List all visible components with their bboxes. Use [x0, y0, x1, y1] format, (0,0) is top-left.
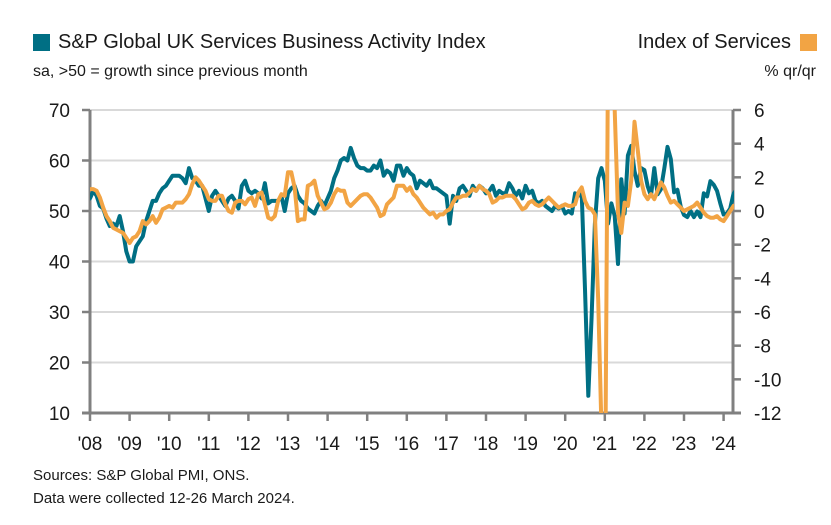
series-line-index-of-services: [90, 110, 734, 413]
right-axis-tick-label: 2: [754, 168, 765, 189]
x-axis-tick-label: '08: [78, 434, 103, 455]
right-axis-tick-label: -10: [754, 370, 781, 391]
x-axis-tick-label: '17: [434, 434, 459, 455]
x-axis-tick-label: '14: [315, 434, 340, 455]
right-axis-tick-label: 6: [754, 101, 765, 122]
x-axis-tick-label: '18: [474, 434, 499, 455]
series-lines: [90, 110, 734, 413]
right-axis-tick-label: 4: [754, 135, 765, 156]
axes: [82, 108, 741, 421]
left-axis-tick-label: 70: [49, 101, 70, 122]
left-axis-subtitle: sa, >50 = growth since previous month: [33, 63, 308, 80]
legend-swatch-ios: [800, 34, 817, 51]
x-axis-tick-label: '15: [355, 434, 380, 455]
right-axis-tick-label: -8: [754, 337, 771, 358]
x-axis-tick-label: '23: [672, 434, 697, 455]
left-axis-tick-label: 20: [49, 354, 70, 375]
right-axis-tick-label: -12: [754, 404, 781, 425]
x-axis-tick-label: '22: [632, 434, 657, 455]
x-axis-tick-label: '19: [513, 434, 538, 455]
left-axis-tick-label: 50: [49, 202, 70, 223]
x-axis-tick-label: '21: [592, 434, 617, 455]
series-line-pmi: [90, 143, 734, 398]
x-axis-tick-label: '10: [157, 434, 182, 455]
x-axis-tick-label: '12: [236, 434, 261, 455]
right-axis-tick-label: 0: [754, 202, 765, 223]
x-axis-tick-label: '20: [553, 434, 578, 455]
collection-note: Data were collected 12-26 March 2024.: [33, 490, 295, 507]
left-axis-tick-label: 30: [49, 303, 70, 324]
x-axis-tick-label: '16: [394, 434, 419, 455]
legend-left: S&P Global UK Services Business Activity…: [33, 31, 486, 54]
legend-right: Index of Services: [638, 31, 817, 54]
x-axis-tick-label: '13: [276, 434, 301, 455]
left-axis-tick-label: 40: [49, 253, 70, 274]
x-axis-tick-label: '24: [711, 434, 736, 455]
right-axis-tick-label: -2: [754, 236, 771, 257]
right-axis-subtitle: % qr/qr: [764, 63, 816, 80]
sources-note: Sources: S&P Global PMI, ONS.: [33, 467, 250, 484]
right-axis-tick-label: -4: [754, 269, 771, 290]
legend-label-pmi: S&P Global UK Services Business Activity…: [58, 31, 486, 53]
tick-labels: 10 20 30 40 50 60 70 -12 -10 -8 -6 -4 -2 0 2 4 6 '08 '09 '1…: [49, 101, 782, 455]
x-axis-tick-label: '11: [197, 434, 220, 455]
left-axis-tick-label: 10: [49, 404, 70, 425]
legend-label-ios: Index of Services: [637, 31, 791, 53]
x-axis-tick-label: '09: [117, 434, 142, 455]
right-axis-tick-label: -6: [754, 303, 771, 324]
left-axis-tick-label: 60: [49, 152, 70, 173]
legend-swatch-pmi: [33, 34, 50, 51]
